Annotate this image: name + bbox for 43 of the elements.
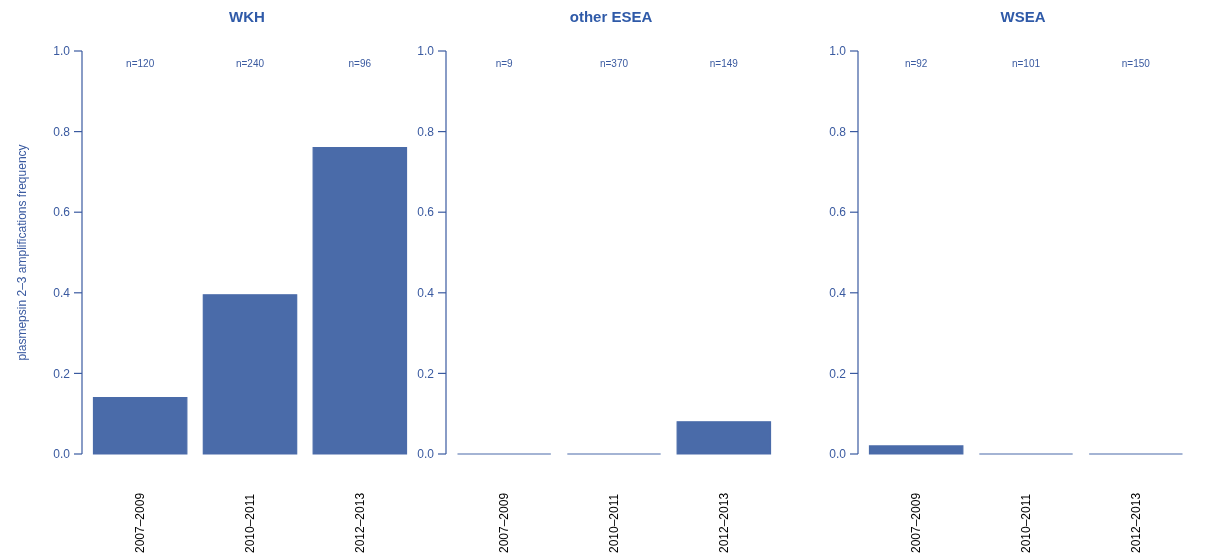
y-tick-label: 0.0	[417, 447, 435, 462]
bar	[202, 294, 298, 455]
annotation: n=96	[348, 57, 372, 69]
y-tick-label: 0.2	[53, 366, 71, 381]
chart-title: other ESEA	[569, 8, 653, 25]
x-tick-label: 2012–2013	[717, 492, 732, 553]
bar	[312, 147, 408, 455]
y-tick-label: 0.4	[417, 286, 435, 300]
y-tick-label: 1.0	[417, 44, 435, 59]
y-tick-label: 0.8	[829, 124, 847, 139]
x-tick-label: 2007–2009	[133, 492, 148, 553]
y-tick-label: 0.4	[53, 286, 71, 300]
y-tick-label: 0.6	[829, 205, 847, 220]
y-tick-label: 0.2	[829, 366, 847, 381]
x-tick-label: 2012–2013	[1129, 492, 1144, 553]
annotation: n=120	[126, 57, 155, 69]
x-tick-label: 2012–2013	[353, 492, 368, 553]
y-tick-label: 0.8	[417, 124, 435, 139]
bar	[92, 396, 188, 455]
y-tick-label: 0.0	[829, 447, 847, 462]
x-tick-label: 2010–2011	[1019, 493, 1034, 553]
chart-title: WKH	[229, 8, 265, 25]
y-tick-label: 0.8	[53, 124, 71, 139]
x-tick-label: 2010–2011	[607, 493, 622, 553]
chart-title: WSEA	[1000, 8, 1046, 25]
annotation: n=149	[709, 57, 739, 69]
y-tick-label: 0.6	[53, 205, 71, 220]
x-tick-label: 2010–2011	[243, 493, 258, 553]
y-tick-label: 0.2	[417, 366, 435, 381]
y-tick-label: 0.6	[417, 205, 435, 220]
y-tick-label: 1.0	[829, 44, 847, 59]
annotation: n=9	[495, 57, 514, 69]
y-tick-label: 1.0	[53, 44, 71, 59]
annotation: n=370	[599, 57, 629, 69]
y-tick-label: 0.4	[829, 286, 847, 300]
y-axis-title: plasmepsin 2–3 amplifications frequency	[15, 144, 29, 361]
annotation: n=150	[1121, 57, 1151, 69]
annotation: n=92	[904, 57, 928, 69]
annotation: n=240	[235, 57, 265, 69]
annotation: n=101	[1011, 57, 1041, 69]
x-tick-label: 2007–2009	[909, 492, 924, 553]
y-tick-label: 0.0	[53, 447, 71, 462]
x-tick-label: 2007–2009	[497, 492, 512, 553]
